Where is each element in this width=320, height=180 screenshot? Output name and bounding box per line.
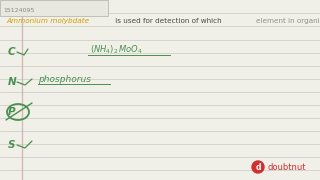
Circle shape <box>252 161 264 173</box>
Text: P: P <box>8 107 16 117</box>
Text: phosphorus: phosphorus <box>38 75 91 84</box>
Text: d: d <box>255 163 261 172</box>
Text: C: C <box>8 47 16 57</box>
Text: doubtnut: doubtnut <box>267 163 306 172</box>
Text: S: S <box>8 140 15 150</box>
FancyBboxPatch shape <box>0 0 108 16</box>
Text: $(NH_4)_2\,MoO_4$: $(NH_4)_2\,MoO_4$ <box>90 44 143 56</box>
Text: is used for detection of which: is used for detection of which <box>113 18 224 24</box>
Text: Ammonium molybdate: Ammonium molybdate <box>6 18 89 24</box>
Text: element in organic compound: element in organic compound <box>256 18 320 24</box>
Text: 15124095: 15124095 <box>3 8 34 14</box>
Text: N: N <box>8 77 17 87</box>
